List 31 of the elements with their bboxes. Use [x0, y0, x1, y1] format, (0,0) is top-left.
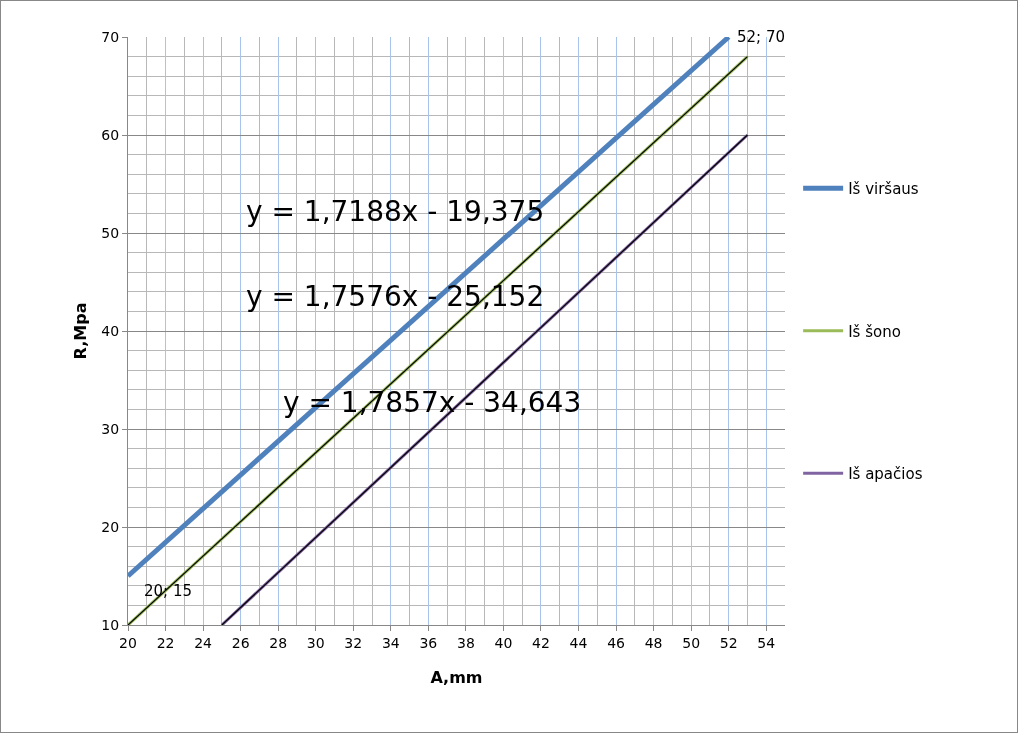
x-tick-label: 20 [119, 634, 137, 651]
x-tick-label: 42 [532, 634, 550, 651]
legend-label: Iš viršaus [848, 180, 919, 199]
legend-label: Iš šono [848, 322, 901, 341]
y-tick-label: 40 [101, 322, 120, 339]
x-tick-label: 32 [344, 634, 363, 651]
x-tick-label: 30 [306, 634, 325, 651]
annotation: 52; 70 [737, 28, 785, 46]
y-tick-label: 70 [101, 28, 120, 45]
x-tick-label: 34 [381, 634, 400, 651]
y-tick-label: 60 [101, 126, 120, 143]
x-tick-label: 48 [644, 634, 663, 651]
x-tick-label: 24 [194, 634, 213, 651]
y-tick-label: 30 [101, 420, 120, 437]
x-tick-label: 54 [757, 634, 776, 651]
x-tick-label: 26 [231, 634, 250, 651]
x-tick-label: 44 [569, 634, 588, 651]
y-tick-label: 20 [101, 518, 120, 535]
legend-label: Iš apačios [848, 465, 923, 484]
x-tick-label: 46 [607, 634, 626, 651]
x-tick-label: 22 [156, 634, 175, 651]
x-tick-label: 50 [682, 634, 701, 651]
x-tick-label: 38 [456, 634, 475, 651]
y-axis-title: R,Mpa [71, 302, 90, 360]
x-tick-label: 52 [719, 634, 738, 651]
x-tick-label: 28 [269, 634, 288, 651]
y-tick-label: 10 [101, 616, 120, 633]
x-axis-title: A,mm [430, 668, 483, 687]
x-tick-label: 40 [494, 634, 513, 651]
y-tick-label: 50 [101, 224, 120, 241]
x-tick-label: 36 [419, 634, 438, 651]
